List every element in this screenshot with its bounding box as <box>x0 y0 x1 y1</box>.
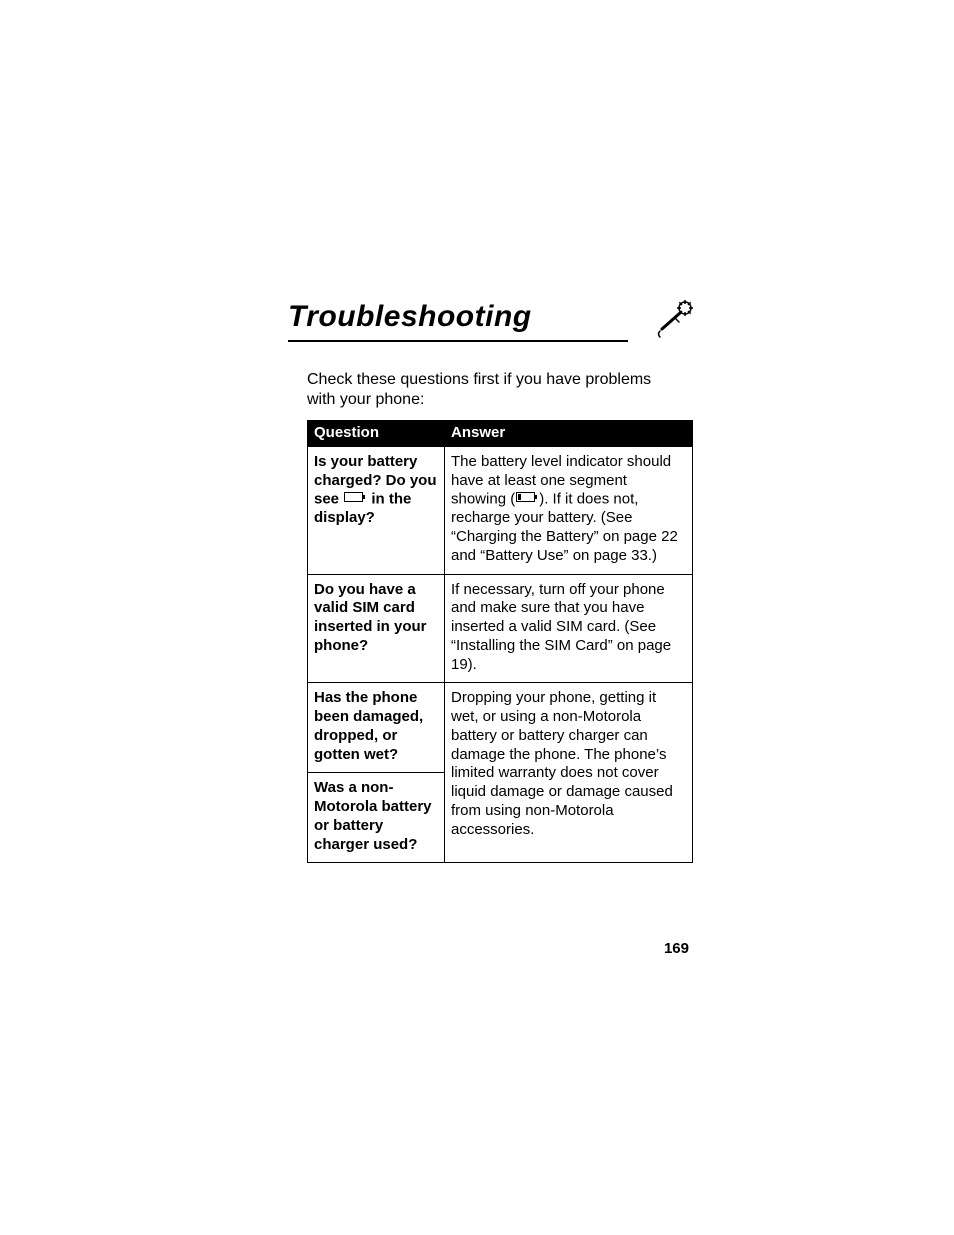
battery-one-bar-icon <box>516 490 538 509</box>
question-cell: Do you have a valid SIM card inserted in… <box>308 574 445 683</box>
title-row: Troubleshooting <box>288 300 700 334</box>
troubleshooting-table: Question Answer Is your battery charged?… <box>307 420 693 863</box>
table-row: Is your battery charged? Do you see in t… <box>308 446 693 574</box>
header-question: Question <box>308 421 445 447</box>
question-cell: Is your battery charged? Do you see in t… <box>308 446 445 574</box>
battery-empty-icon <box>344 490 366 509</box>
table-row: Has the phone been damaged, dropped, or … <box>308 683 693 773</box>
manual-page: Troubleshooting Check these questions fi… <box>0 0 954 1235</box>
wrench-icon <box>652 293 700 341</box>
header-answer: Answer <box>445 421 693 447</box>
table-header-row: Question Answer <box>308 421 693 447</box>
title-underline <box>288 340 628 342</box>
page-number: 169 <box>664 940 689 957</box>
question-cell: Has the phone been damaged, dropped, or … <box>308 683 445 773</box>
answer-cell: The battery level indicator should have … <box>445 446 693 574</box>
table-row: Do you have a valid SIM card inserted in… <box>308 574 693 683</box>
question-cell: Was a non-Motorola battery or battery ch… <box>308 773 445 863</box>
intro-text: Check these questions first if you have … <box>307 370 667 410</box>
answer-cell: If necessary, turn off your phone and ma… <box>445 574 693 683</box>
answer-cell: Dropping your phone, getting it wet, or … <box>445 683 693 863</box>
page-title: Troubleshooting <box>288 300 532 334</box>
